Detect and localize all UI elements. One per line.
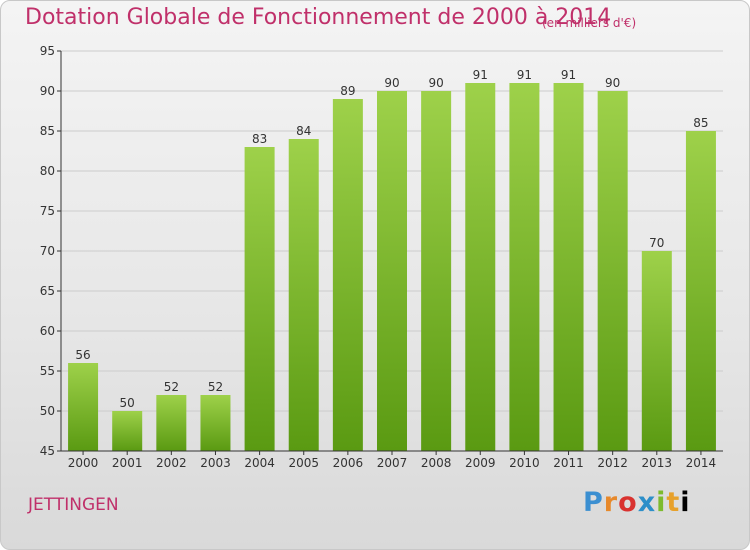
x-tick-label-2010: 2010 <box>509 456 540 470</box>
bar-2001 <box>112 411 143 451</box>
bar-2010 <box>509 83 540 451</box>
bar-2009 <box>465 83 496 451</box>
y-tick-label: 80 <box>40 164 55 178</box>
x-tick-label-2002: 2002 <box>156 456 187 470</box>
x-tick-label-2009: 2009 <box>465 456 496 470</box>
x-tick-label-2001: 2001 <box>112 456 143 470</box>
data-label-2007: 90 <box>384 76 399 90</box>
x-tick-label-2014: 2014 <box>686 456 717 470</box>
data-label-2011: 91 <box>561 68 576 82</box>
data-label-2005: 84 <box>296 124 311 138</box>
y-tick-labels: 45 50 55 60 65 70 75 80 85 90 95 <box>40 44 61 458</box>
bar-2004 <box>244 147 275 451</box>
x-tick-label-2006: 2006 <box>333 456 364 470</box>
data-label-2013: 70 <box>649 236 664 250</box>
y-tick-label: 45 <box>40 444 55 458</box>
y-tick-label: 70 <box>40 244 55 258</box>
x-tick-labels: 2000 2001 2002 2003 2004 2005 2006 2007 2008 2009… <box>68 451 716 470</box>
x-tick-label-2008: 2008 <box>421 456 452 470</box>
bar-2000 <box>68 363 99 451</box>
bar-2014 <box>685 131 716 451</box>
y-tick-label: 60 <box>40 324 55 338</box>
y-tick-label: 65 <box>40 284 55 298</box>
x-tick-label-2013: 2013 <box>642 456 673 470</box>
data-label-2002: 52 <box>164 380 179 394</box>
data-label-2012: 90 <box>605 76 620 90</box>
x-tick-label-2000: 2000 <box>68 456 99 470</box>
data-label-2001: 50 <box>120 396 135 410</box>
x-tick-label-2011: 2011 <box>553 456 584 470</box>
bar-2011 <box>553 83 584 451</box>
x-tick-label-2003: 2003 <box>200 456 231 470</box>
data-label-2008: 90 <box>428 76 443 90</box>
y-tick-label: 85 <box>40 124 55 138</box>
bars <box>68 83 716 451</box>
town-name: JETTINGEN <box>28 495 119 515</box>
x-tick-label-2007: 2007 <box>377 456 408 470</box>
data-label-2004: 83 <box>252 132 267 146</box>
y-tick-label: 50 <box>40 404 55 418</box>
x-tick-label-2005: 2005 <box>288 456 319 470</box>
y-tick-label: 55 <box>40 364 55 378</box>
bar-2013 <box>641 251 672 451</box>
x-tick-label-2012: 2012 <box>597 456 628 470</box>
chart-subtitle: (en milliers d'€) <box>542 16 637 30</box>
data-label-2000: 56 <box>75 348 90 362</box>
y-tick-label: 90 <box>40 84 55 98</box>
bar-2012 <box>597 91 628 451</box>
chart-title: Dotation Globale de Fonctionnement de 20… <box>25 5 612 30</box>
data-label-2009: 91 <box>473 68 488 82</box>
x-tick-label-2004: 2004 <box>244 456 275 470</box>
proxiti-logo: Proxiti <box>583 487 691 518</box>
data-label-2014: 85 <box>693 116 708 130</box>
data-label-2006: 89 <box>340 84 355 98</box>
data-label-2010: 91 <box>517 68 532 82</box>
data-labels: 56 50 52 52 83 84 89 90 90 91 91 91 90 70 85 <box>75 68 708 410</box>
bar-2007 <box>377 91 407 451</box>
y-tick-label: 95 <box>40 44 55 58</box>
data-label-2003: 52 <box>208 380 223 394</box>
bar-2006 <box>332 99 363 451</box>
bar-2002 <box>156 395 187 451</box>
bar-2005 <box>288 139 319 451</box>
bar-2003 <box>200 395 231 451</box>
y-tick-label: 75 <box>40 204 55 218</box>
bar-2008 <box>421 91 452 451</box>
